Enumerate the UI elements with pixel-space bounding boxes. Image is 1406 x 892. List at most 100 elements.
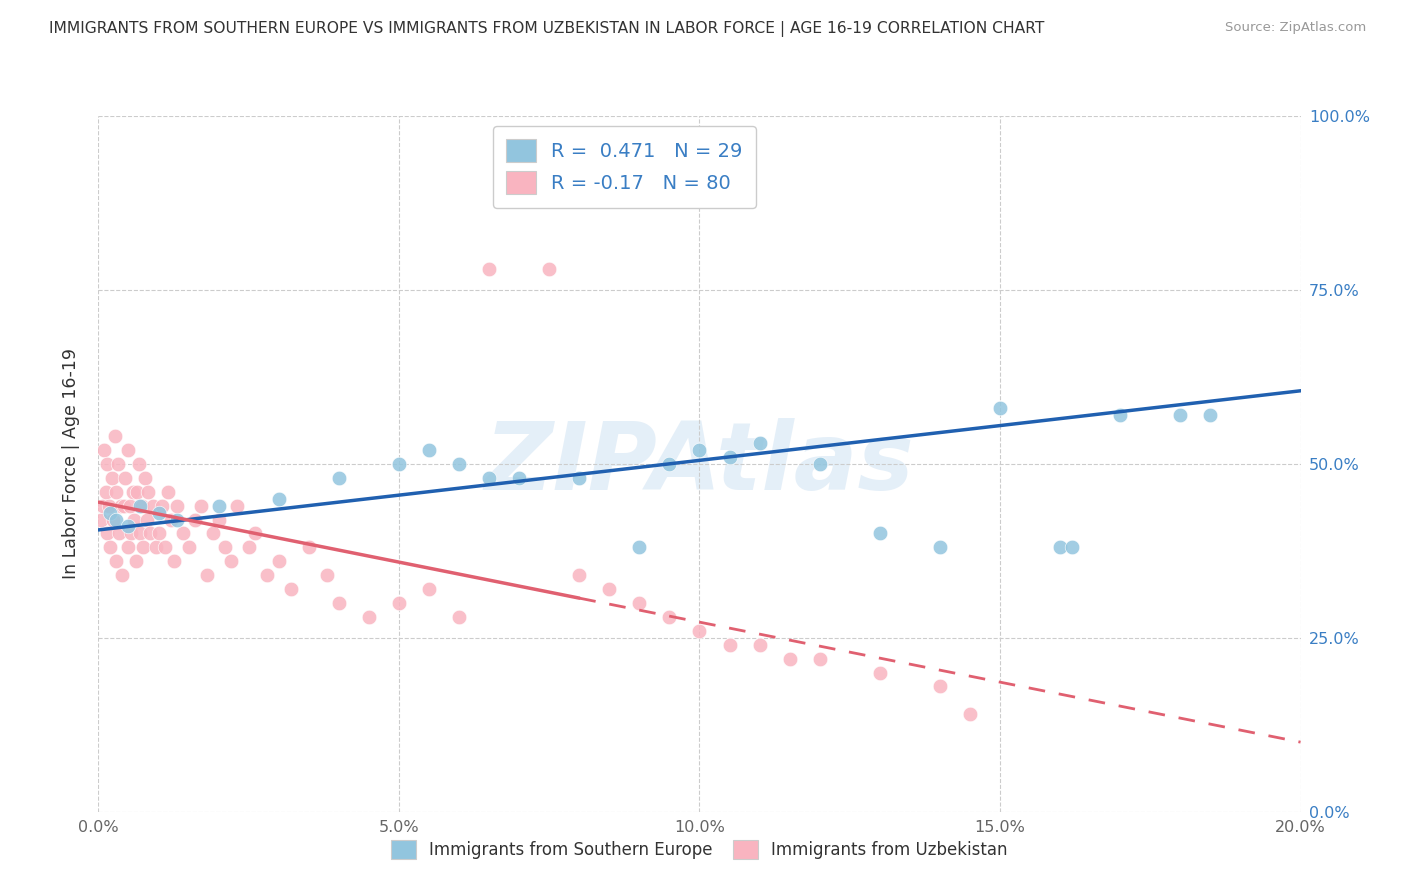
Point xyxy=(225,499,247,513)
Point xyxy=(328,471,350,485)
Point xyxy=(128,457,150,471)
Point xyxy=(111,568,134,582)
Point xyxy=(110,499,132,513)
Point xyxy=(315,568,337,582)
Point xyxy=(136,484,159,499)
Point xyxy=(150,499,173,513)
Point xyxy=(628,541,651,555)
Point xyxy=(190,499,212,513)
Point xyxy=(214,541,236,555)
Point xyxy=(298,541,321,555)
Point xyxy=(104,429,127,443)
Point xyxy=(689,624,711,638)
Y-axis label: In Labor Force | Age 16-19: In Labor Force | Age 16-19 xyxy=(62,349,80,579)
Point xyxy=(658,610,681,624)
Point xyxy=(718,638,741,652)
Point xyxy=(328,596,350,610)
Point xyxy=(267,491,290,506)
Point xyxy=(183,512,205,526)
Point xyxy=(108,526,131,541)
Point xyxy=(118,499,141,513)
Point xyxy=(145,541,167,555)
Legend: Immigrants from Southern Europe, Immigrants from Uzbekistan: Immigrants from Southern Europe, Immigra… xyxy=(384,833,1015,866)
Point xyxy=(447,610,470,624)
Point xyxy=(238,541,260,555)
Point xyxy=(100,541,122,555)
Point xyxy=(959,707,981,722)
Point xyxy=(508,471,530,485)
Point xyxy=(280,582,302,596)
Point xyxy=(96,526,118,541)
Point xyxy=(135,512,157,526)
Point xyxy=(90,512,112,526)
Point xyxy=(132,541,155,555)
Point xyxy=(256,568,278,582)
Point xyxy=(779,651,801,665)
Text: Source: ZipAtlas.com: Source: ZipAtlas.com xyxy=(1226,21,1367,34)
Point xyxy=(148,526,170,541)
Point xyxy=(208,512,231,526)
Point xyxy=(117,541,139,555)
Point xyxy=(418,582,440,596)
Point xyxy=(105,512,128,526)
Point xyxy=(125,554,148,568)
Point xyxy=(418,442,440,457)
Point xyxy=(141,499,163,513)
Point xyxy=(808,651,831,665)
Point xyxy=(929,541,952,555)
Point xyxy=(134,471,156,485)
Point xyxy=(94,484,117,499)
Point xyxy=(478,471,501,485)
Point xyxy=(689,442,711,457)
Point xyxy=(1199,408,1222,422)
Point xyxy=(122,484,145,499)
Point xyxy=(159,512,181,526)
Point xyxy=(195,568,218,582)
Point xyxy=(201,526,224,541)
Point xyxy=(153,541,176,555)
Point xyxy=(166,512,188,526)
Point xyxy=(105,484,128,499)
Point xyxy=(598,582,620,596)
Point xyxy=(208,499,231,513)
Point xyxy=(103,512,125,526)
Point xyxy=(808,457,831,471)
Point xyxy=(129,526,152,541)
Point xyxy=(114,471,136,485)
Point xyxy=(568,568,591,582)
Point xyxy=(658,457,681,471)
Point xyxy=(93,442,115,457)
Point xyxy=(478,262,501,277)
Point xyxy=(129,499,152,513)
Text: IMMIGRANTS FROM SOUTHERN EUROPE VS IMMIGRANTS FROM UZBEKISTAN IN LABOR FORCE | A: IMMIGRANTS FROM SOUTHERN EUROPE VS IMMIG… xyxy=(49,21,1045,37)
Point xyxy=(219,554,242,568)
Point xyxy=(447,457,470,471)
Point xyxy=(127,484,149,499)
Point xyxy=(156,484,179,499)
Point xyxy=(124,512,146,526)
Point xyxy=(117,442,139,457)
Point xyxy=(267,554,290,568)
Point xyxy=(388,457,411,471)
Point xyxy=(138,526,160,541)
Point xyxy=(1170,408,1192,422)
Point xyxy=(131,499,153,513)
Point xyxy=(1062,541,1084,555)
Point xyxy=(357,610,380,624)
Point xyxy=(96,457,118,471)
Point xyxy=(91,499,114,513)
Point xyxy=(162,554,184,568)
Point xyxy=(105,554,128,568)
Point xyxy=(98,499,121,513)
Point xyxy=(1109,408,1132,422)
Point xyxy=(748,638,770,652)
Point xyxy=(988,401,1011,416)
Point xyxy=(100,506,122,520)
Point xyxy=(148,506,170,520)
Point xyxy=(172,526,194,541)
Point xyxy=(869,526,891,541)
Point xyxy=(869,665,891,680)
Point xyxy=(117,519,139,533)
Point xyxy=(718,450,741,464)
Point xyxy=(107,457,129,471)
